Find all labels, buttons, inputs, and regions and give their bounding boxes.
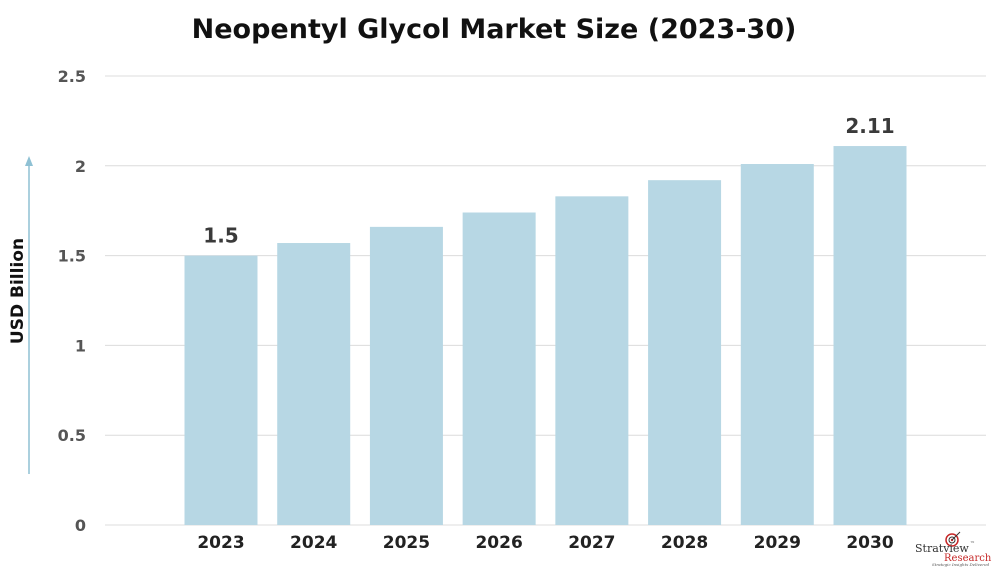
y-tick-label: 0.5 <box>58 426 86 445</box>
bar-2023 <box>184 255 258 525</box>
chart-title: Neopentyl Glycol Market Size (2023-30) <box>192 14 797 45</box>
x-tick-label: 2030 <box>846 533 893 553</box>
data-label-2030: 2.11 <box>845 114 894 138</box>
y-axis-arrowhead-icon <box>25 156 33 166</box>
x-tick-label: 2023 <box>197 533 244 553</box>
y-tick-label: 2 <box>75 157 86 176</box>
x-tick-label: 2028 <box>661 533 708 553</box>
bar-2024 <box>277 243 351 525</box>
bars <box>184 146 907 525</box>
x-tick-label: 2024 <box>290 533 337 553</box>
bar-2026 <box>462 212 536 525</box>
x-tick-label: 2029 <box>754 533 801 553</box>
bar-2028 <box>648 180 722 525</box>
target-icon <box>945 531 961 547</box>
stratview-logo: Stratview ™ Research Strategic Insights … <box>915 531 992 567</box>
bar-2030 <box>833 146 907 525</box>
data-label-2023: 1.5 <box>203 224 238 248</box>
x-tick-label: 2025 <box>383 533 430 553</box>
x-axis-ticks: 2023 2024 2025 2026 2027 2028 2029 2030 <box>197 533 893 553</box>
logo-tm: ™ <box>970 541 975 547</box>
bar-2029 <box>740 164 814 525</box>
logo-brand-name: Stratview <box>915 542 969 555</box>
y-tick-label: 2.5 <box>58 67 86 86</box>
x-tick-label: 2026 <box>475 533 522 553</box>
y-axis-ticks: 0 0.5 1 1.5 2 2.5 <box>58 67 86 535</box>
y-tick-label: 1 <box>75 336 86 355</box>
y-axis-label: USD Billion <box>8 238 28 344</box>
bar-2025 <box>369 226 443 525</box>
bar-2027 <box>555 196 629 525</box>
y-tick-label: 0 <box>75 516 86 535</box>
data-labels: 1.5 2.11 <box>203 114 894 248</box>
logo-tagline: Strategic Insights Delivered <box>932 562 990 567</box>
y-tick-label: 1.5 <box>58 247 86 266</box>
logo-brand-research: Research <box>944 553 992 564</box>
x-tick-label: 2027 <box>568 533 615 553</box>
